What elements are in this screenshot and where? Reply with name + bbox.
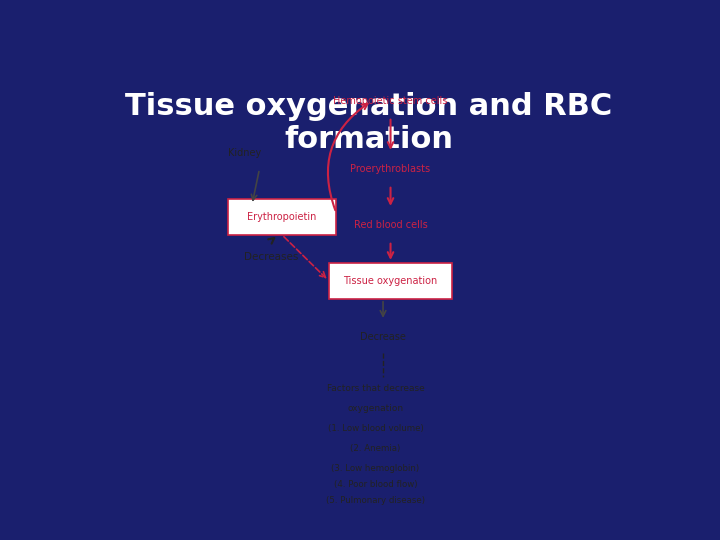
Text: Erythropoietin: Erythropoietin	[247, 212, 317, 222]
Text: Tissue oxygenation and RBC: Tissue oxygenation and RBC	[125, 92, 613, 121]
Text: Kidney: Kidney	[228, 148, 261, 158]
Text: (5. Pulmonary disease): (5. Pulmonary disease)	[326, 496, 425, 505]
Text: Decrease: Decrease	[360, 332, 406, 342]
Text: oxygenation: oxygenation	[348, 404, 404, 413]
FancyBboxPatch shape	[228, 199, 336, 235]
Text: Proerythroblasts: Proerythroblasts	[351, 164, 431, 174]
Text: (1. Low blood volume): (1. Low blood volume)	[328, 424, 423, 433]
Text: Red blood cells: Red blood cells	[354, 220, 428, 230]
Text: Decreases: Decreases	[243, 252, 298, 262]
Text: formation: formation	[284, 125, 454, 154]
Text: Tissue oxygenation: Tissue oxygenation	[343, 276, 438, 286]
Text: (2. Anemia): (2. Anemia)	[351, 444, 400, 453]
Text: Hemopoietic stem cells: Hemopoietic stem cells	[333, 96, 448, 106]
FancyBboxPatch shape	[329, 263, 452, 299]
Text: Factors that decrease: Factors that decrease	[327, 384, 424, 393]
Text: (4. Poor blood flow): (4. Poor blood flow)	[334, 480, 418, 489]
Text: (3. Low hemoglobin): (3. Low hemoglobin)	[331, 464, 420, 473]
